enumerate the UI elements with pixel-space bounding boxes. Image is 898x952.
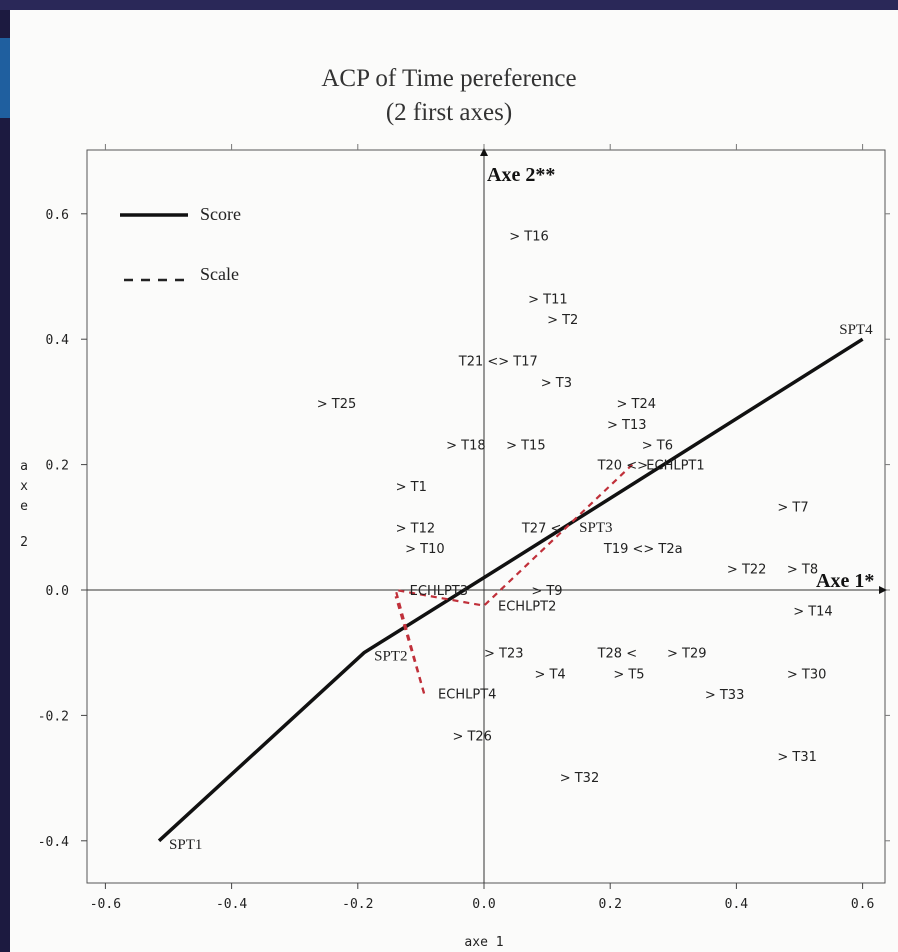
x-tick-label: 0.4 [725,897,749,912]
chart-panel [10,10,898,952]
point-label: > T14 [793,605,833,620]
point-label: T19 <> T2a [603,542,683,557]
chart-title: ACP of Time pereference [321,65,577,92]
point-label: > T25 [317,397,357,412]
y-axis-arrow [480,148,488,156]
point-label: > T7 [777,501,808,516]
point-label: > T5 [613,667,644,682]
x-tick-label: 0.0 [472,897,495,912]
point-label: > T9 [531,584,562,599]
chart-subtitle: (2 first axes) [385,99,513,126]
point-label: T20 <> [597,459,648,474]
point-label: > T3 [541,376,572,391]
scale-line-segment [394,595,426,694]
point-label: T21 <> T17 [458,355,538,370]
point-label: > T12 [396,521,436,536]
point-label: T28 < [597,647,638,662]
scale-line [394,463,634,694]
point-label: > T23 [484,647,524,662]
point-label: > T24 [617,397,657,412]
x-axis-name: Axe 1* [816,570,874,592]
score-point-label: SPT3 [579,520,612,536]
point-label: > T16 [509,230,549,245]
point-label: > T32 [560,771,600,786]
x-tick-label: -0.2 [342,897,373,912]
x-axis-label: axe 1 [464,935,503,950]
point-label: > T11 [528,292,568,307]
score-point-label: SPT4 [839,322,873,338]
point-label: > T30 [787,667,827,682]
plot-border [86,149,886,884]
x-tick-label: 0.2 [598,897,621,912]
y-tick-label: -0.2 [38,709,69,724]
y-tick-label: 0.4 [46,333,70,348]
point-label: > T4 [534,667,565,682]
point-label: > T18 [446,439,486,454]
point-label: > T31 [777,750,817,765]
point-label: T27 < [521,521,562,536]
scale-point-label: ECHLPT4 [438,687,496,702]
point-label: > T2 [547,313,578,328]
point-label: > T8 [787,563,818,578]
score-line [157,337,864,843]
point-label: > T13 [607,418,647,433]
point-label: > T26 [452,729,492,744]
legend-score-label: Score [200,204,241,224]
y-tick-label: -0.4 [38,835,69,850]
y-tick-label: 0.2 [46,459,69,474]
x-axis-arrow [879,586,887,594]
x-tick-label: -0.6 [90,897,121,912]
point-label: > T10 [405,542,445,557]
point-label: > T29 [667,647,707,662]
x-tick-label: 0.6 [851,897,874,912]
scale-point-label: ECHLPT1 [646,459,704,474]
x-tick-label: -0.4 [216,897,247,912]
window-frame [0,0,898,10]
point-label: > T1 [396,480,427,495]
point-label: > T6 [642,439,673,454]
point-label: > T15 [506,439,546,454]
y-tick-label: 0.0 [46,584,69,599]
score-point-label: SPT1 [169,837,202,853]
score-point-label: SPT2 [374,649,407,665]
point-label: > T22 [727,563,767,578]
scale-point-label: ECHLPT3 [410,584,468,599]
y-axis-name: Axe 2** [487,164,555,186]
y-tick-label: 0.6 [46,208,69,223]
legend-scale-label: Scale [200,264,239,284]
scale-point-label: ECHLPT2 [498,600,556,615]
point-label: > T33 [705,688,745,703]
